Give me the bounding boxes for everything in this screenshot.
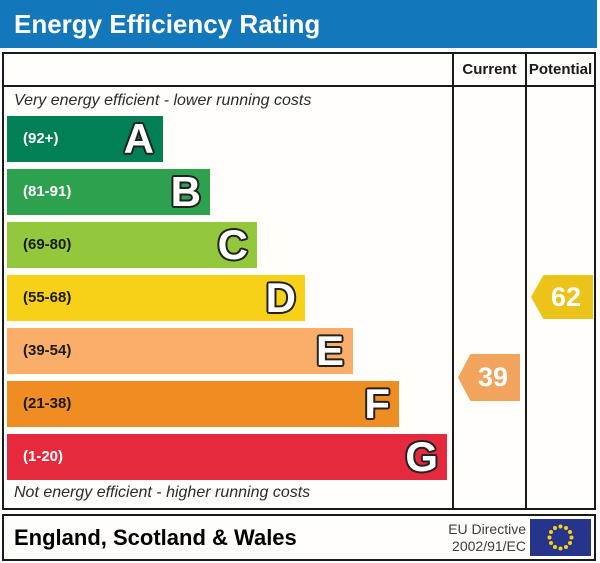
band-row-d: (55-68) D (7, 275, 305, 321)
band-range-label: (69-80) (23, 236, 72, 253)
header-bar: Energy Efficiency Rating (0, 0, 597, 48)
column-header-current: Current (462, 61, 517, 78)
band-row-b: (81-91) B (7, 169, 210, 215)
rating-table: Current Potential Very energy efficient … (2, 52, 596, 510)
current-column-divider (452, 54, 454, 508)
eu-directive-line1: EU Directive (448, 521, 526, 537)
band-range-label: (1-20) (23, 448, 64, 465)
page-title: Energy Efficiency Rating (14, 9, 321, 39)
current-rating-value: 39 (477, 362, 509, 392)
band-range-label: (55-68) (23, 289, 72, 306)
footer-bar: England, Scotland & Wales EU Directive 2… (2, 514, 596, 561)
current-rating-arrow: 39 (458, 354, 520, 401)
band-letter: D (265, 274, 296, 321)
band-letter: E (315, 327, 344, 374)
band-row-f: (21-38) F (7, 381, 399, 427)
band-letter: A (123, 115, 154, 162)
potential-rating-arrow: 62 (531, 275, 593, 319)
caption-very-efficient: Very energy efficient - lower running co… (14, 92, 312, 109)
column-header-potential: Potential (528, 61, 593, 78)
potential-column-divider (525, 54, 527, 508)
band-letter: B (170, 168, 201, 215)
band-letter: G (405, 433, 438, 480)
eu-flag-icon (530, 519, 591, 556)
band-range-label: (39-54) (23, 342, 72, 359)
band-letter: C (217, 221, 248, 268)
region-label: England, Scotland & Wales (14, 525, 297, 550)
band-letter: F (364, 380, 390, 427)
eu-flag-stars (547, 524, 574, 551)
band-row-c: (69-80) C (7, 222, 257, 268)
eu-directive-line2: 2002/91/EC (452, 538, 526, 554)
eu-directive-text: EU Directive 2002/91/EC (448, 521, 526, 555)
band-row-a: (92+) A (7, 116, 163, 162)
band-row-e: (39-54) E (7, 328, 353, 374)
band-range-label: (21-38) (23, 395, 72, 412)
potential-rating-value: 62 (550, 281, 582, 312)
caption-not-efficient: Not energy efficient - higher running co… (14, 484, 311, 501)
band-range-label: (92+) (23, 130, 59, 147)
band-range-label: (81-91) (23, 183, 72, 200)
band-row-g: (1-20) G (7, 434, 447, 480)
header-row-divider (4, 85, 594, 87)
